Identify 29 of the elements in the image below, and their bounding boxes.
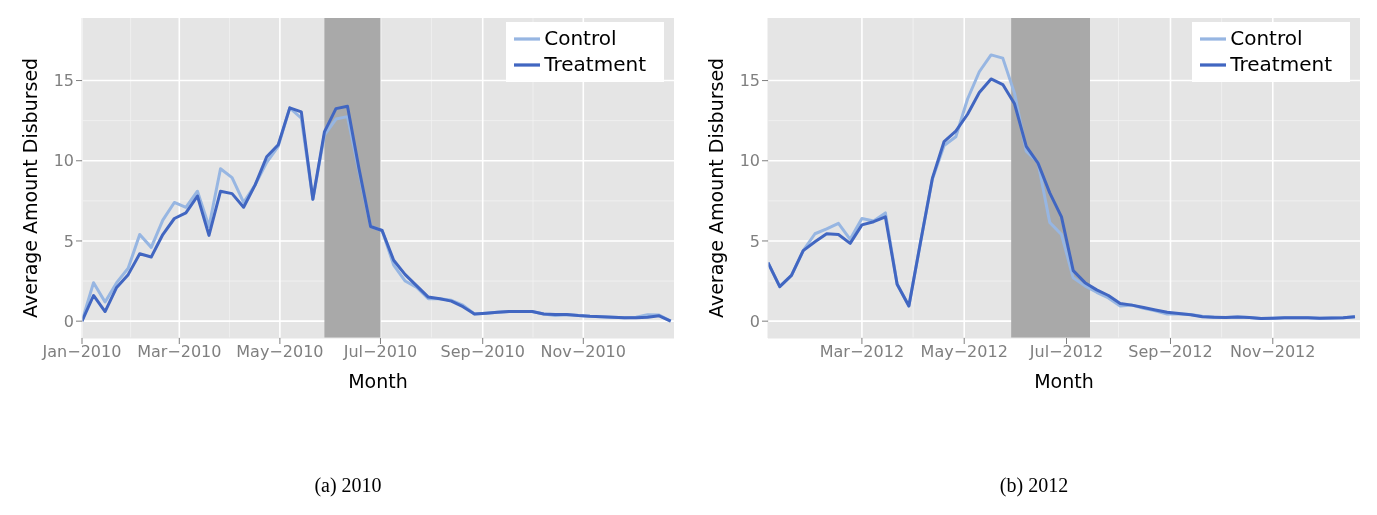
x-axis-title: Month [348,370,408,392]
y-tick-label: 0 [63,311,74,331]
y-tick-label: 5 [63,231,74,251]
text: (b) 2012 [998,474,1070,497]
x-axis-title: Month [1034,370,1094,392]
y-tick-label: 15 [53,71,74,91]
x-tick-label: Sep−2012 [1128,342,1213,362]
legend-label: Control [1230,25,1303,50]
y-axis-title: Average Amount Disbursed [704,57,727,318]
y-tick-label: 10 [53,151,74,171]
x-tick-label: Mar−2010 [137,342,222,362]
y-tick-label: 0 [749,311,760,331]
x-tick-label: Jan−2010 [41,342,122,362]
x-tick-label: Jul−2012 [1028,342,1104,362]
x-tick-label: Sep−2010 [440,342,525,362]
x-tick-label: May−2012 [920,342,1008,362]
y-axis-title: Average Amount Disbursed [18,57,41,318]
legend-label: Control [544,25,617,50]
x-tick-label: Jul−2010 [342,342,418,362]
legend-label: Treatment [1230,51,1332,76]
text: (a) 2010 [313,474,383,497]
legend-label: Treatment [544,51,646,76]
x-tick-label: Nov−2012 [1230,342,1316,362]
x-tick-label: May−2010 [236,342,324,362]
y-tick-label: 15 [739,71,760,91]
y-tick-label: 5 [749,231,760,251]
y-tick-label: 10 [739,151,760,171]
x-tick-label: Nov−2010 [540,342,626,362]
x-tick-label: Mar−2012 [819,342,905,362]
